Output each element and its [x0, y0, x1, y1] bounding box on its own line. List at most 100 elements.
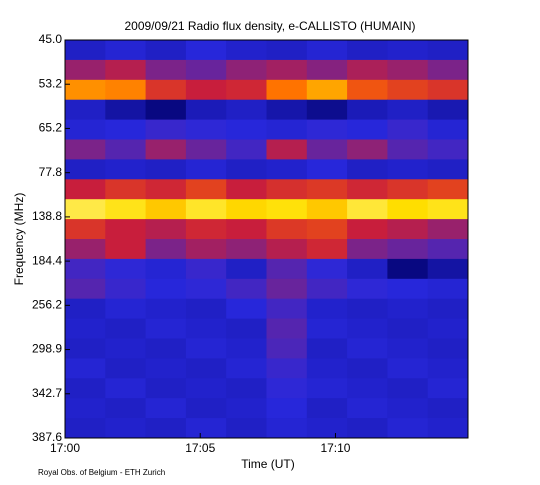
heatmap-cell — [387, 219, 429, 240]
heatmap-cell — [427, 199, 469, 220]
heatmap-cell — [145, 139, 187, 160]
heatmap-cell — [65, 179, 106, 200]
heatmap-cell — [387, 418, 429, 439]
heatmap-cell — [427, 179, 469, 200]
heatmap-cell — [65, 219, 106, 240]
heatmap-cell — [226, 199, 267, 220]
heatmap-cell — [145, 298, 187, 320]
heatmap-cell — [306, 239, 348, 260]
heatmap-cell — [105, 298, 147, 320]
heatmap-cell — [427, 418, 469, 439]
heatmap-cell — [266, 258, 308, 280]
heatmap-cell — [65, 119, 106, 140]
y-axis-label: Frequency (MHz) — [12, 193, 26, 286]
heatmap-cell — [145, 179, 187, 200]
heatmap-cell — [347, 179, 388, 200]
heatmap-cell — [105, 119, 147, 140]
heatmap-cell — [145, 358, 187, 379]
heatmap-cell — [105, 418, 147, 439]
heatmap-cell — [306, 219, 348, 240]
heatmap-cell — [387, 318, 429, 339]
heatmap-cell — [266, 79, 308, 101]
heatmap-cell — [65, 139, 106, 160]
heatmap-cell — [266, 199, 308, 220]
heatmap-cell — [226, 40, 267, 61]
heatmap-cell — [347, 398, 388, 419]
plot-frame — [64, 39, 469, 439]
heatmap-cell — [427, 358, 469, 379]
x-tick-label: 17:05 — [185, 441, 215, 455]
heatmap-cell — [427, 318, 469, 339]
heatmap-cell — [226, 418, 267, 439]
heatmap-cell — [266, 59, 308, 81]
heatmap-cell — [185, 358, 227, 379]
y-tick-label: 298.9 — [32, 342, 62, 356]
heatmap-cell — [65, 298, 106, 320]
heatmap-cell — [145, 318, 187, 339]
heatmap-cell — [306, 358, 348, 379]
heatmap-cell — [347, 239, 388, 260]
heatmap-cell — [387, 99, 429, 121]
heatmap-cell — [226, 358, 267, 379]
heatmap-cell — [105, 258, 147, 280]
heatmap-cell — [427, 40, 469, 61]
heatmap-cell — [65, 278, 106, 300]
heatmap-cell — [266, 278, 308, 300]
heatmap-cell — [105, 378, 147, 399]
heatmap-cell — [347, 298, 388, 320]
heatmap-cell — [65, 40, 106, 61]
footer: Royal Obs. of Belgium - ETH Zurich — [38, 468, 165, 477]
heatmap-cell — [427, 378, 469, 399]
heatmap-cell — [65, 258, 106, 280]
x-tick-label: 17:00 — [50, 441, 80, 455]
heatmap-cell — [427, 79, 469, 101]
heatmap-cell — [145, 418, 187, 439]
heatmap-cell — [427, 298, 469, 320]
heatmap-cell — [185, 139, 227, 160]
heatmap-cell — [347, 358, 388, 379]
heatmap-cell — [306, 258, 348, 280]
heatmap-cell — [266, 298, 308, 320]
y-tick-label: 53.2 — [39, 76, 63, 90]
y-tick-label: 256.2 — [32, 298, 62, 312]
heatmap-cell — [427, 338, 469, 359]
heatmap-cell — [306, 418, 348, 439]
heatmap-cell — [105, 278, 147, 300]
heatmap-cell — [266, 40, 308, 61]
heatmap-cell — [347, 159, 388, 180]
heatmap-cell — [387, 199, 429, 220]
heatmap-cell — [427, 159, 469, 180]
heatmap-cell — [145, 40, 187, 61]
heatmap-cell — [65, 159, 106, 180]
heatmap-cell — [387, 79, 429, 101]
heatmap-cell — [266, 139, 308, 160]
heatmap-cell — [266, 358, 308, 379]
heatmap-cell — [105, 99, 147, 121]
heatmap-cell — [226, 318, 267, 339]
heatmap-cell — [65, 59, 106, 81]
heatmap-cell — [387, 398, 429, 419]
heatmap-cell — [145, 239, 187, 260]
heatmap-cell — [65, 338, 106, 359]
heatmap-cell — [347, 278, 388, 300]
heatmap-cell — [105, 358, 147, 379]
heatmap-cell — [65, 378, 106, 399]
heatmap-cell — [185, 278, 227, 300]
heatmap-cell — [145, 219, 187, 240]
heatmap-cell — [387, 179, 429, 200]
heatmap-cell — [306, 338, 348, 359]
heatmap-cell — [427, 278, 469, 300]
heatmap-cell — [387, 239, 429, 260]
heatmap-cell — [306, 40, 348, 61]
heatmap-cell — [387, 159, 429, 180]
heatmap-cell — [145, 159, 187, 180]
heatmap-cell — [266, 239, 308, 260]
heatmap-cell — [185, 298, 227, 320]
heatmap-cell — [266, 179, 308, 200]
heatmap-cell — [145, 278, 187, 300]
heatmap-cell — [105, 398, 147, 419]
heatmap-cell — [185, 418, 227, 439]
heatmap-cell — [347, 378, 388, 399]
heatmap-cell — [266, 219, 308, 240]
